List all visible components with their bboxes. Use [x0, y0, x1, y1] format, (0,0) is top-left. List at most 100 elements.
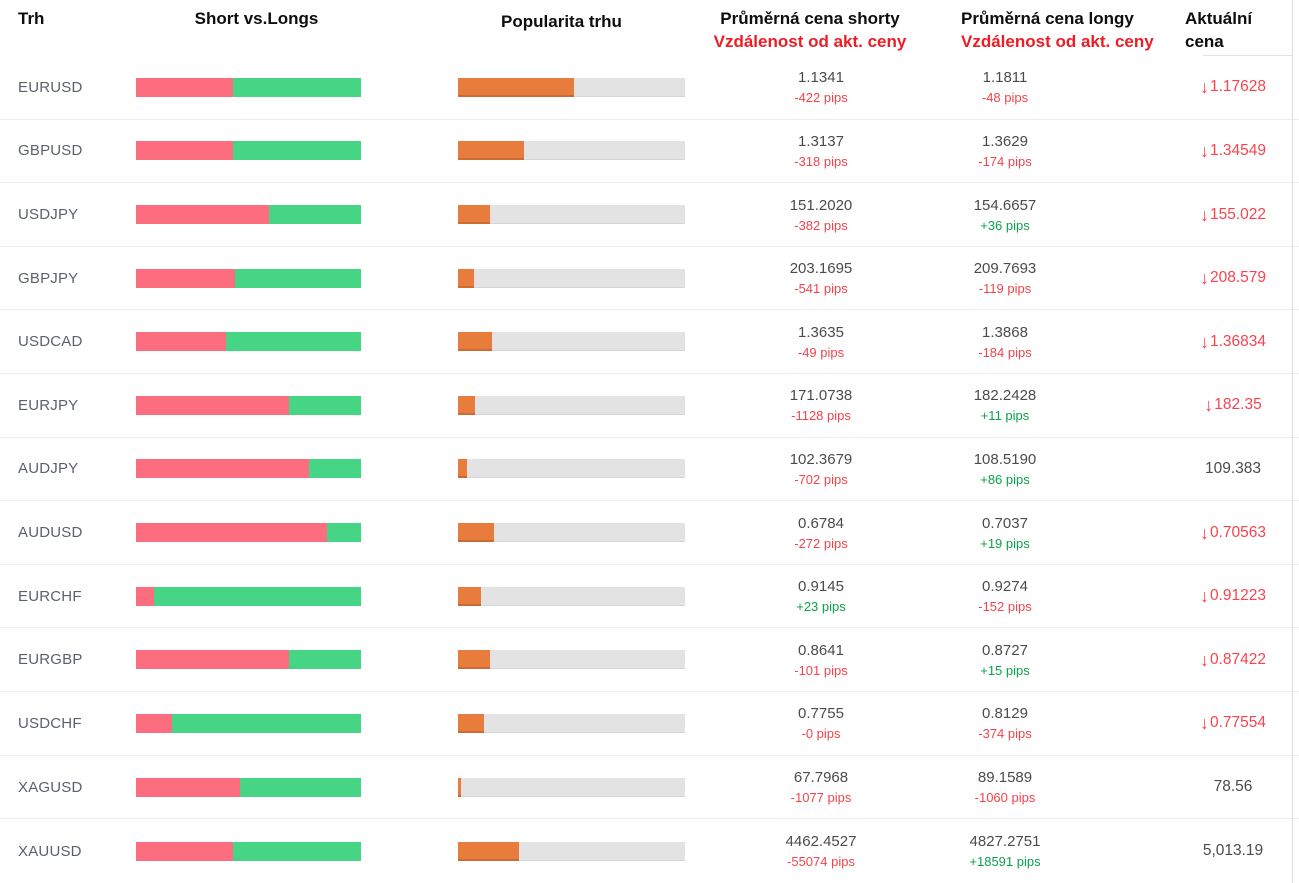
long-bar-segment — [289, 395, 361, 415]
current-price: 0.77554 — [1209, 714, 1267, 732]
long-bar-segment — [239, 777, 361, 797]
popularity-bar-fill — [458, 713, 485, 733]
header-current-price: Aktuální cena — [1089, 7, 1299, 53]
market-label: AUDUSD — [18, 524, 83, 542]
popularity-bar-fill — [458, 77, 574, 97]
avg-long-cell: 1.3629 -174 pips — [921, 133, 1089, 169]
current-price-cell: ↓ 155.022 — [1089, 206, 1299, 224]
arrow-down-icon: ↓ — [1199, 649, 1209, 670]
avg-short-cell: 0.6784 -272 pips — [721, 515, 921, 551]
current-price-cell: 109.383 — [1089, 460, 1299, 478]
market-cell: GBPUSD — [0, 142, 136, 159]
short-vs-long-bar — [136, 777, 361, 797]
market-cell: XAGUSD — [0, 779, 136, 796]
short-distance-pips: -422 pips — [794, 90, 848, 106]
table-row: USDJPY 151.2020 -382 pips 154.6657 +36 p… — [0, 183, 1299, 247]
arrow-down-icon: ↓ — [1199, 77, 1209, 98]
popularity-bar-fill — [458, 777, 462, 797]
current-price-cell: 5,013.19 — [1089, 842, 1299, 860]
short-vs-long-bar — [136, 395, 361, 415]
long-distance-pips: -174 pips — [978, 153, 1032, 169]
short-distance-pips: -49 pips — [797, 344, 845, 360]
header-avg-short: Průměrná cena shorty Vzdálenost od akt. … — [710, 7, 910, 53]
avg-long-cell: 89.1589 -1060 pips — [921, 769, 1089, 805]
avg-long-price: 1.1811 — [982, 69, 1028, 87]
avg-long-cell: 182.2428 +11 pips — [921, 387, 1089, 423]
avg-short-cell: 0.8641 -101 pips — [721, 642, 921, 678]
short-vs-long-cell — [136, 332, 458, 352]
popularity-cell — [458, 268, 721, 288]
avg-short-price: 67.7968 — [793, 769, 849, 786]
short-distance-pips: -0 pips — [801, 726, 841, 742]
short-vs-long-cell — [136, 459, 458, 479]
market-label: AUDJPY — [18, 460, 79, 478]
avg-short-price: 1.3635 — [798, 323, 844, 341]
short-bar-segment — [136, 650, 289, 670]
short-vs-long-cell — [136, 777, 458, 797]
popularity-bar — [458, 841, 685, 861]
short-vs-long-bar — [136, 713, 361, 733]
avg-short-price: 0.7755 — [798, 705, 844, 723]
header-popularity: Popularita trhu — [458, 7, 721, 33]
avg-short-cell: 1.1341 -422 pips — [721, 69, 921, 105]
avg-long-price: 0.7037 — [982, 514, 1028, 532]
market-label: EURCHF — [18, 587, 82, 605]
short-bar-segment — [136, 268, 235, 288]
current-price: 1.17628 — [1209, 78, 1267, 96]
header-avg-short-title: Průměrná cena shorty — [720, 9, 900, 28]
avg-long-cell: 0.9274 -152 pips — [921, 578, 1089, 614]
popularity-bar — [458, 650, 685, 670]
long-bar-segment — [327, 523, 361, 543]
avg-short-cell: 203.1695 -541 pips — [721, 260, 921, 296]
avg-long-price: 1.3629 — [982, 132, 1028, 150]
short-vs-long-cell — [136, 205, 458, 225]
avg-long-price: 1.3868 — [982, 323, 1028, 341]
header-market: Trh — [0, 7, 136, 30]
popularity-bar — [458, 141, 685, 161]
long-bar-segment — [289, 650, 361, 670]
long-distance-pips: -48 pips — [981, 90, 1029, 106]
popularity-cell — [458, 841, 721, 861]
avg-long-price: 154.6657 — [973, 196, 1037, 214]
short-vs-long-cell — [136, 586, 458, 606]
short-vs-long-cell — [136, 77, 458, 97]
short-bar-segment — [136, 205, 269, 225]
arrow-down-icon: ↓ — [1199, 268, 1209, 289]
current-price-cell: ↓ 0.87422 — [1089, 651, 1299, 669]
avg-short-cell: 0.7755 -0 pips — [721, 705, 921, 741]
market-label: XAUUSD — [18, 842, 82, 860]
popularity-cell — [458, 395, 721, 415]
long-distance-pips: +36 pips — [980, 217, 1030, 233]
table-row: XAUUSD 4462.4527 -55074 pips 4827.2751 +… — [0, 819, 1299, 883]
current-price-cell: ↓ 1.34549 — [1089, 142, 1299, 160]
header-current-price-line2: cena — [1185, 32, 1224, 51]
avg-short-cell: 171.0738 -1128 pips — [721, 387, 921, 423]
popularity-cell — [458, 141, 721, 161]
long-distance-pips: +11 pips — [980, 408, 1030, 424]
current-price-cell: ↓ 0.77554 — [1089, 714, 1299, 732]
popularity-cell — [458, 777, 721, 797]
scrollbar-track[interactable] — [1292, 0, 1293, 883]
long-distance-pips: -184 pips — [978, 344, 1032, 360]
popularity-bar-fill — [458, 459, 468, 479]
short-vs-long-cell — [136, 650, 458, 670]
short-vs-long-bar — [136, 77, 361, 97]
popularity-bar — [458, 268, 685, 288]
arrow-down-icon: ↓ — [1199, 522, 1209, 543]
header-short-vs-longs: Short vs.Longs — [136, 7, 458, 30]
table-row: USDCHF 0.7755 -0 pips 0.8129 -374 pips ↓… — [0, 692, 1299, 756]
current-price: 5,013.19 — [1202, 842, 1264, 860]
market-cell: USDCHF — [0, 715, 136, 732]
market-cell: AUDUSD — [0, 524, 136, 541]
market-cell: EURGBP — [0, 651, 136, 668]
table-row: GBPUSD 1.3137 -318 pips 1.3629 -174 pips… — [0, 120, 1299, 184]
current-price-cell: ↓ 0.70563 — [1089, 524, 1299, 542]
long-bar-segment — [232, 841, 361, 861]
long-distance-pips: -374 pips — [978, 726, 1032, 742]
avg-long-cell: 209.7693 -119 pips — [921, 260, 1089, 296]
avg-long-price: 0.8129 — [982, 705, 1028, 723]
short-vs-long-cell — [136, 713, 458, 733]
popularity-cell — [458, 713, 721, 733]
popularity-bar-fill — [458, 650, 490, 670]
short-vs-long-bar — [136, 268, 361, 288]
